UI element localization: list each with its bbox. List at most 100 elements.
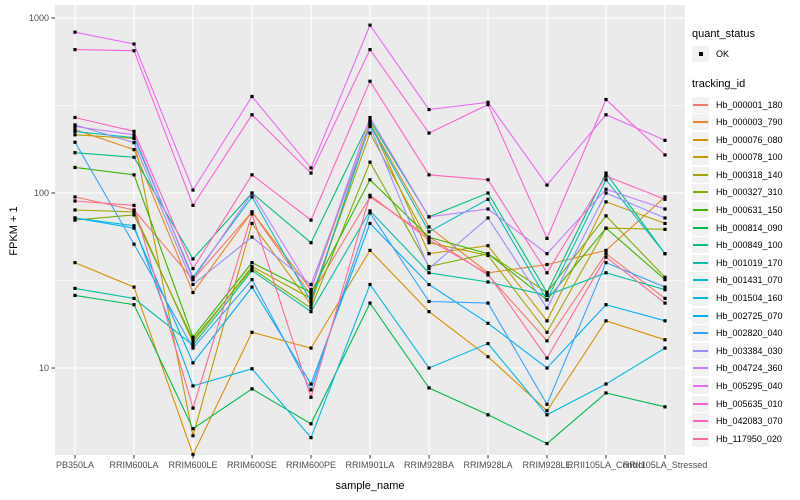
x-tick-label: RRIM600SE <box>227 460 277 470</box>
data-point <box>73 129 77 133</box>
data-point <box>486 100 490 104</box>
data-point <box>73 140 77 144</box>
data-point <box>545 290 549 295</box>
legend-item-quant-status: OK <box>692 45 798 62</box>
data-point <box>132 129 136 133</box>
line-swatch <box>693 402 708 405</box>
data-point <box>545 293 549 297</box>
data-point <box>132 242 136 246</box>
data-point <box>663 207 667 211</box>
data-point <box>368 131 372 135</box>
data-point <box>73 47 77 52</box>
line-swatch <box>693 261 708 264</box>
data-point <box>427 173 431 177</box>
data-point <box>368 47 372 52</box>
data-point <box>486 244 490 248</box>
data-point <box>309 166 313 170</box>
data-point <box>309 293 313 297</box>
legend-label: Hb_004724_360 <box>716 363 783 374</box>
legend-item-Hb_002725_070: Hb_002725_070 <box>692 307 798 324</box>
legend-key-line-icon <box>692 342 709 359</box>
legend-item-Hb_001504_160: Hb_001504_160 <box>692 290 798 307</box>
data-point <box>191 384 195 388</box>
y-axis-title: FPKM + 1 <box>8 206 20 256</box>
data-point <box>191 452 195 457</box>
data-point <box>309 382 313 386</box>
legend-item-Hb_000003_790: Hb_000003_790 <box>692 114 798 131</box>
data-point <box>663 197 667 201</box>
line-swatch <box>693 244 708 247</box>
data-point <box>427 252 431 256</box>
data-point <box>427 266 431 271</box>
data-point <box>191 188 195 192</box>
y-tick-label: 10 <box>39 363 49 373</box>
x-tick-label: RRIM600LE <box>168 460 217 470</box>
data-point <box>250 367 254 371</box>
legend-label: Hb_001504_160 <box>716 293 783 304</box>
legend-key-line-icon <box>692 114 709 131</box>
data-point <box>191 343 195 347</box>
data-point <box>604 113 608 117</box>
data-point <box>309 310 313 314</box>
data-point <box>604 191 608 195</box>
legend-item-Hb_000078_100: Hb_000078_100 <box>692 149 798 166</box>
data-point <box>132 208 136 212</box>
legend-label: Hb_000327_310 <box>716 187 783 198</box>
data-point <box>132 210 136 214</box>
line-swatch <box>693 103 708 106</box>
legend-label: Hb_000078_100 <box>716 152 783 163</box>
data-point <box>368 178 372 182</box>
data-point <box>191 266 195 271</box>
data-point <box>604 178 608 182</box>
data-point <box>427 238 431 242</box>
data-point <box>427 215 431 219</box>
legend-key-line-icon <box>692 237 709 254</box>
data-point <box>368 193 372 197</box>
data-point <box>191 277 195 282</box>
data-point <box>309 388 313 392</box>
data-point <box>368 248 372 252</box>
data-point <box>309 436 313 440</box>
legend-key-point-icon <box>692 45 709 62</box>
data-point <box>73 208 77 212</box>
legend-item-Hb_000631_150: Hb_000631_150 <box>692 202 798 219</box>
data-point <box>250 269 254 273</box>
legend-item-Hb_002820_040: Hb_002820_040 <box>692 325 798 342</box>
legend-item-Hb_003384_030: Hb_003384_030 <box>692 342 798 359</box>
data-point <box>309 241 313 245</box>
data-point <box>368 301 372 305</box>
line-swatch <box>693 437 708 440</box>
legend-item-Hb_000001_180: Hb_000001_180 <box>692 96 798 113</box>
data-point <box>191 427 195 431</box>
legend-key-line-icon <box>692 254 709 271</box>
data-point <box>427 310 431 314</box>
legend-label: Hb_000631_150 <box>716 205 783 216</box>
data-point <box>250 173 254 177</box>
line-swatch <box>693 279 708 282</box>
data-point <box>663 275 667 279</box>
data-point <box>545 339 549 343</box>
data-point <box>132 49 136 53</box>
data-point <box>486 413 490 417</box>
data-point <box>545 356 549 360</box>
data-point <box>191 335 195 339</box>
data-point <box>309 296 313 300</box>
legend: quant_status OK tracking_id Hb_000001_18… <box>692 28 798 448</box>
data-point <box>604 214 608 218</box>
data-point <box>604 200 608 204</box>
line-swatch <box>693 297 708 300</box>
data-point <box>663 319 667 323</box>
data-point <box>250 264 254 269</box>
data-point <box>309 282 313 287</box>
data-point <box>250 113 254 117</box>
legend-label: Hb_117950_020 <box>716 433 782 444</box>
data-point <box>427 264 431 269</box>
legend-key-line-icon <box>692 184 709 201</box>
legend-item-Hb_001019_170: Hb_001019_170 <box>692 254 798 271</box>
x-tick-label: RRII105LA_Control <box>567 460 645 470</box>
data-point <box>663 288 667 292</box>
data-point <box>73 216 77 220</box>
point-marker-icon <box>698 51 703 56</box>
